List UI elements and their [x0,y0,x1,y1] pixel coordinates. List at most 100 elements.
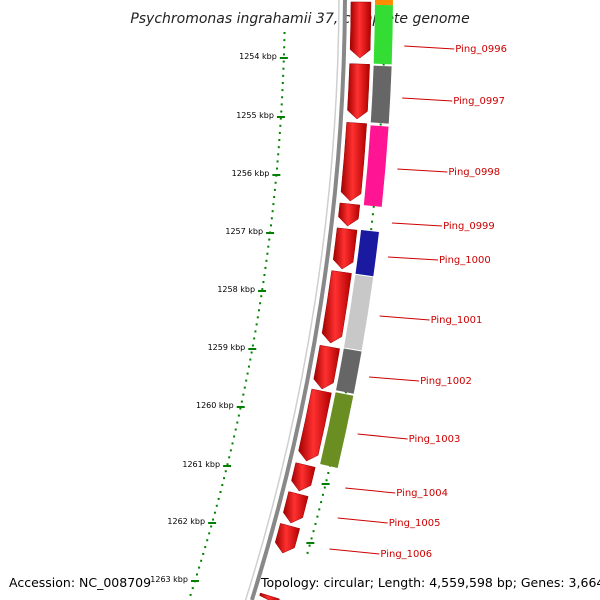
ruler-dot [210,525,213,528]
cds-arrow [291,462,316,492]
gene-label-leader [392,222,443,227]
cds-arrow [347,63,370,120]
ruler-dot [268,238,271,241]
ruler-dot [279,124,282,127]
ruler-dot [274,181,277,184]
outer-ruler-dot [320,501,323,504]
ruler-dot [228,456,231,459]
gene-label[interactable]: Ping_1001 [431,315,483,326]
ruler-dot [237,414,240,417]
ruler-dot [278,131,281,134]
outer-ruler-dot [327,471,330,474]
ruler-dot [260,295,263,298]
gene-label[interactable]: Ping_0999 [443,221,495,232]
ruler-dot [281,96,284,99]
ruler-dot [250,351,253,354]
ruler-dot [280,110,283,113]
cds-arrow [349,1,372,59]
ruler-dot [280,103,283,106]
ruler-dot [204,546,207,549]
ruler-dot [273,188,276,191]
cds-arrow [332,227,358,270]
ruler-dot [283,39,286,42]
ruler-dot [189,593,192,596]
ruler-dot [219,490,222,493]
ruler-dot [208,532,211,535]
genome-title: Psychromonas ingrahamii 37, complete gen… [130,11,469,27]
ruler-dot [264,266,267,269]
ruler-dot [255,323,258,326]
cds-arrow [321,270,352,344]
gene-label-leader [345,487,396,494]
outer-ruler-dot [370,228,373,231]
ruler-tick-label: 1259 kbp [208,343,246,352]
outer-ruler-dot [323,486,326,489]
ruler-dot [272,203,275,206]
gene-block [343,274,374,351]
ruler-tick-label: 1263 kbp [150,575,188,584]
cds-arrow [259,592,280,600]
cds-arrow [274,523,301,554]
outer-ruler-dot [371,220,374,223]
ruler-dot [229,449,232,452]
ruler-dot [277,146,280,149]
topology-text: Topology: circular; Length: 4,559,598 bp… [260,575,600,590]
gene-label[interactable]: Ping_1000 [439,255,491,266]
outer-ruler-dot [316,515,319,518]
outer-ruler-dot [308,544,311,547]
gene-label[interactable]: Ping_1006 [380,549,432,560]
ruler-dot [267,245,270,248]
outer-ruler-dot [306,551,309,554]
ruler-dot [253,337,256,340]
gene-label[interactable]: Ping_0996 [455,44,507,55]
outer-ruler-dot [325,479,328,482]
ruler-dot [277,153,280,156]
gene-label[interactable]: Ping_1003 [409,434,461,445]
ruler-dot [243,386,246,389]
outer-ruler-dot [344,391,347,394]
outer-ruler-dot [314,522,317,525]
gene-block [370,65,392,124]
gene-label-leader [379,315,430,321]
ruler-dot [245,379,248,382]
outer-ruler-dot [382,63,385,66]
ruler-dot [202,552,205,555]
gene-track [320,0,393,469]
gene-label-leader [329,548,380,555]
gene-label[interactable]: Ping_1002 [420,376,472,387]
ruler-dot [265,259,268,262]
gene-label[interactable]: Ping_1004 [396,488,448,499]
forward-strand-arrows [259,1,372,600]
gene-label[interactable]: Ping_0998 [448,167,500,178]
ruler-dot [271,210,274,213]
ruler-dot [282,74,285,77]
cds-arrow [298,388,332,462]
ruler-dot [281,81,284,84]
ruler-tick-label: 1261 kbp [182,460,220,469]
gene-label[interactable]: Ping_1005 [389,518,441,529]
ruler-dot [279,117,282,120]
ruler-dot [257,309,260,312]
cds-arrow [313,344,340,390]
backbone-arc [249,0,347,600]
gene-block [320,392,354,469]
ruler-dot [266,252,269,255]
ruler-tick-label: 1255 kbp [236,111,274,120]
ruler-dot [242,393,245,396]
outer-ruler-dot [371,213,374,216]
ruler-dot [198,566,201,569]
ruler-dot [200,559,203,562]
ruler-dot [261,288,264,291]
ruler-dot [269,224,272,227]
cds-arrow [340,122,367,202]
gene-labels: Ping_0996 Ping_0997 Ping_0998 Ping_0999 Ping… [329,44,507,560]
outer-ruler-dot [321,493,324,496]
ruler-dot [224,470,227,473]
ruler-dot [281,89,284,92]
gene-label[interactable]: Ping_0997 [453,96,505,107]
ruler-dot [275,167,278,170]
gene-label-leader [402,97,453,102]
ruler-tick-label: 1262 kbp [167,517,205,526]
ruler-dot [282,67,285,70]
